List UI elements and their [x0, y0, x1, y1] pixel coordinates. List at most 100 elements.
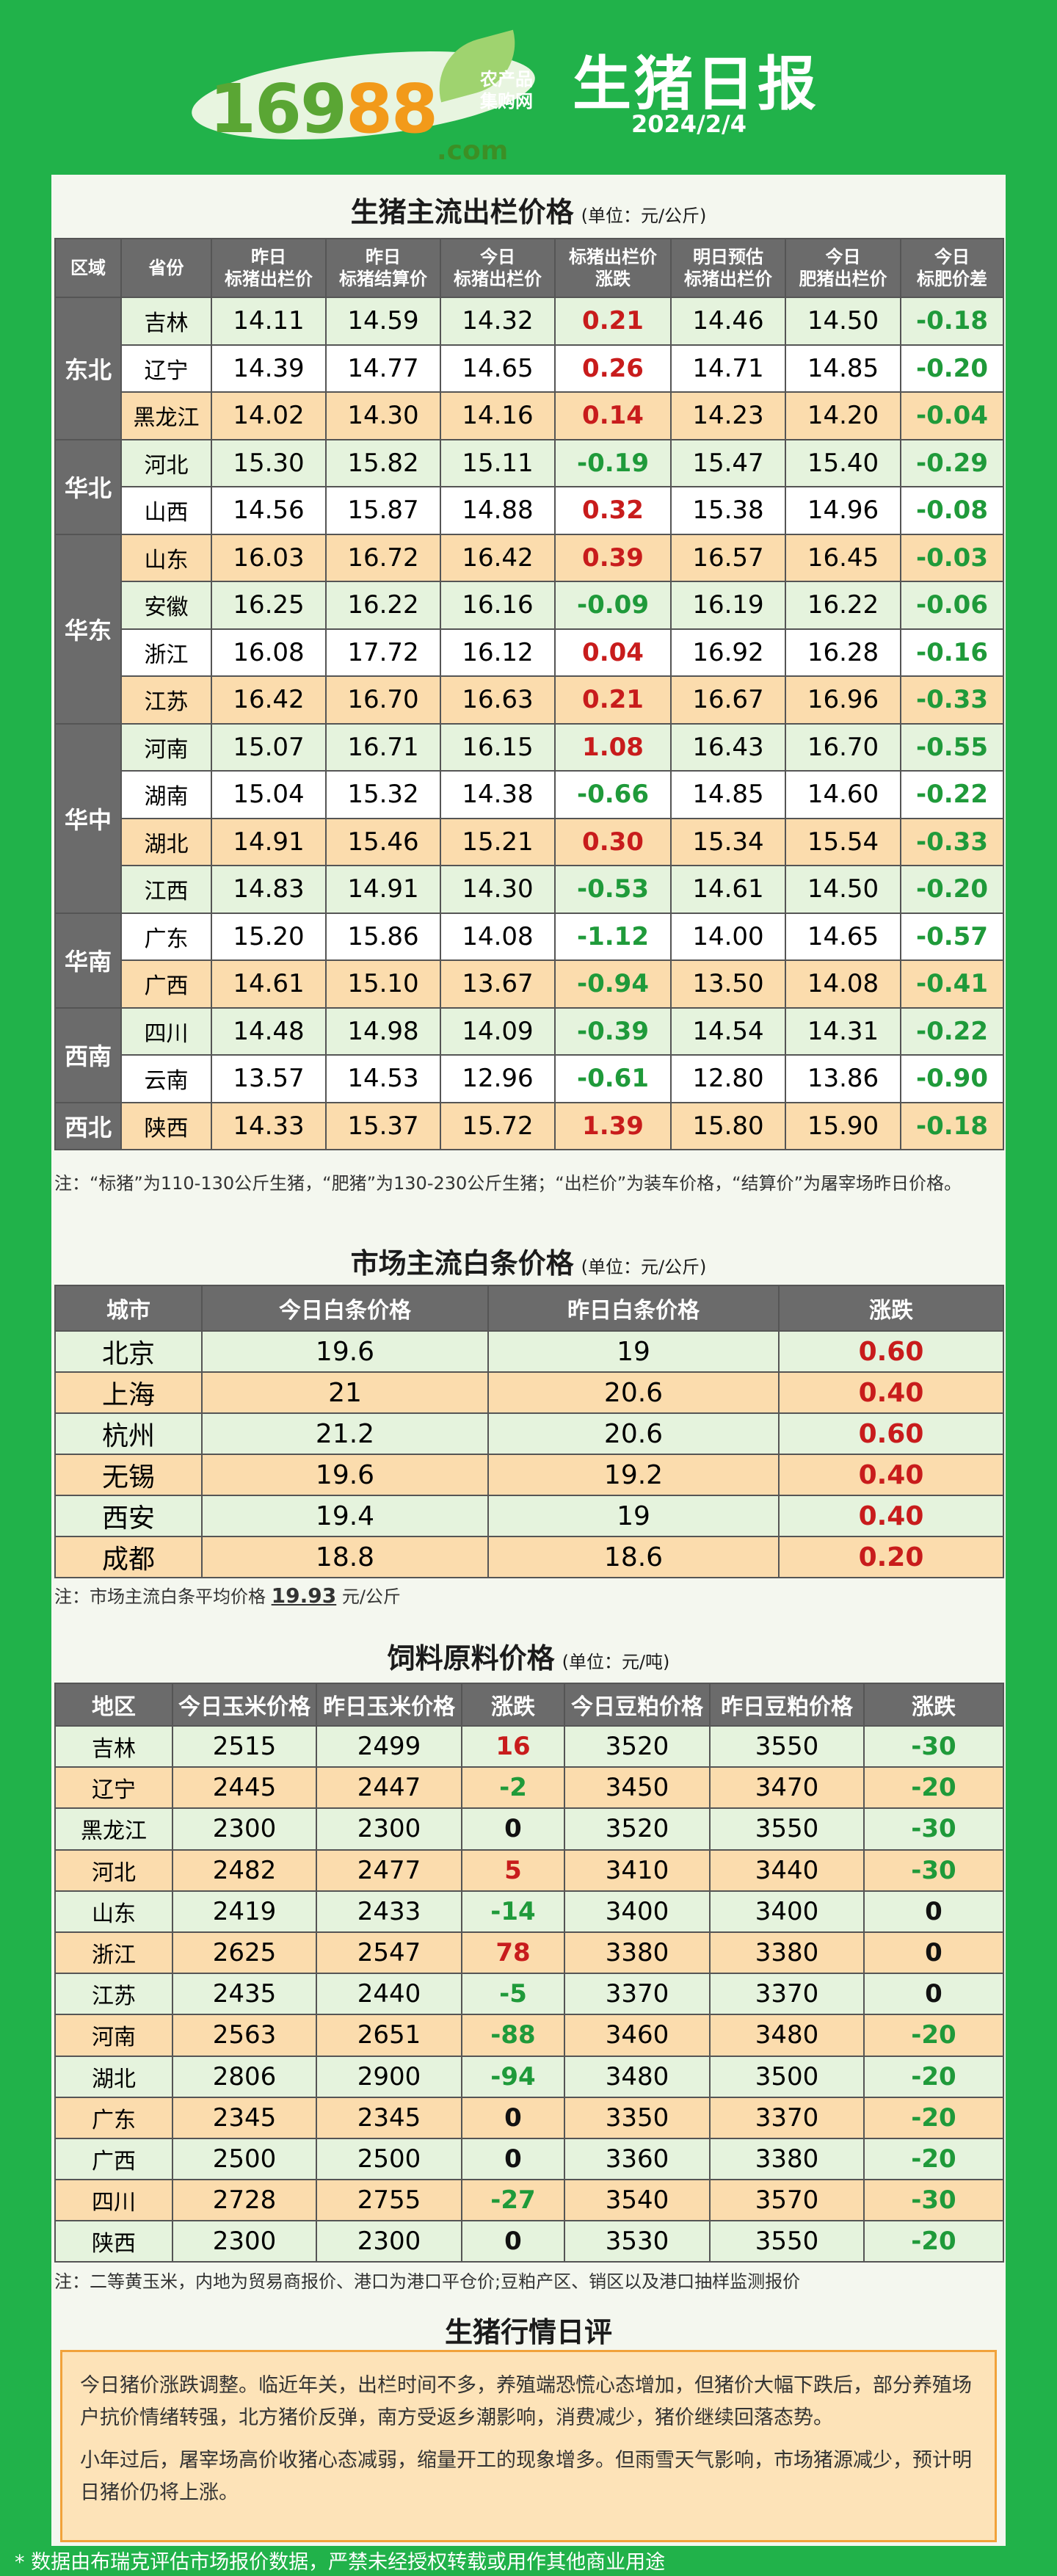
change-cell: -0.94	[554, 959, 672, 1009]
spread-cell: -0.22	[900, 770, 1004, 819]
change-cell: 1.08	[554, 722, 672, 772]
y-settle-cell: 16.70	[325, 675, 441, 725]
t-out-cell: 14.65	[440, 344, 556, 393]
soy-c-cell: -30	[863, 1848, 1004, 1892]
corn-y-cell: 2547	[316, 1931, 462, 1975]
spread-cell: -0.18	[900, 1101, 1004, 1150]
y-out-cell: 14.11	[211, 297, 327, 346]
tomorrow-cell: 16.57	[670, 533, 786, 582]
change-cell: -0.66	[554, 770, 672, 819]
today-cell: 19.6	[201, 1330, 489, 1373]
table-row: 上海 21 20.6 0.40	[54, 1371, 1004, 1414]
region-cell: 华南	[54, 912, 122, 1009]
corn-c-cell: 0	[461, 2220, 565, 2263]
table-row: 西南 四川 14.48 14.98 14.09 -0.39 14.54 14.31 -0.22	[54, 1006, 1004, 1103]
change-cell: -0.61	[554, 1054, 672, 1103]
soy-y-cell: 3550	[709, 1724, 865, 1768]
commentary-box: 今日猪价涨跌调整。临近年关，出栏时间不多，养殖端恐慌心态增加，但猪价大幅下跌后，…	[60, 2350, 997, 2542]
table-row: 山西 14.56 15.87 14.88 0.32 15.38 14.96 -0.08	[55, 486, 1004, 535]
column-header: 今日玉米价格	[172, 1683, 317, 1727]
footer-disclaimer: * 数据由布瑞克评估市场报价数据，严禁未经授权转载或用作其他商业用途	[15, 2551, 666, 2574]
area-cell: 河北	[54, 1848, 173, 1892]
y-out-cell: 16.08	[211, 628, 327, 677]
fat-cell: 14.20	[785, 391, 901, 440]
soy-c-cell: 0	[863, 1931, 1004, 1975]
t-out-cell: 15.72	[440, 1101, 556, 1150]
tomorrow-cell: 14.71	[670, 344, 786, 393]
city-cell: 上海	[54, 1371, 203, 1414]
table-row: 山东 2419 2433 -14 3400 3400 0	[54, 1890, 1004, 1933]
table-row: 四川 2728 2755 -27 3540 3570 -30	[54, 2179, 1004, 2222]
soy-y-cell: 3370	[709, 2096, 865, 2139]
fat-cell: 14.50	[785, 297, 901, 346]
corn-y-cell: 2433	[316, 1890, 462, 1933]
province-cell: 湖北	[120, 817, 212, 866]
column-header: 地区	[54, 1683, 173, 1727]
soy-t-cell: 3520	[564, 1724, 711, 1768]
table-row: 江苏 16.42 16.70 16.63 0.21 16.67 16.96 -0.33	[55, 675, 1004, 725]
soy-c-cell: -20	[863, 2096, 1004, 2139]
t-out-cell: 15.21	[440, 817, 556, 866]
province-cell: 黑龙江	[120, 391, 212, 440]
soy-c-cell: -20	[863, 1766, 1004, 1810]
corn-y-cell: 2755	[316, 2179, 462, 2222]
province-cell: 山东	[120, 533, 212, 582]
t-out-cell: 14.16	[440, 391, 556, 440]
y-out-cell: 14.33	[211, 1101, 327, 1150]
corn-c-cell: 78	[461, 1931, 565, 1975]
spread-cell: -0.57	[900, 912, 1004, 961]
area-cell: 山东	[54, 1890, 173, 1933]
province-cell: 河南	[120, 722, 212, 772]
corn-c-cell: -2	[461, 1766, 565, 1810]
province-cell: 辽宁	[120, 344, 212, 393]
y-settle-cell: 15.82	[325, 438, 441, 487]
province-cell: 浙江	[120, 628, 212, 677]
fat-cell: 14.65	[785, 912, 901, 961]
y-out-cell: 15.04	[211, 770, 327, 819]
section-hog-price-title: 生猪主流出栏价格 (单位：元/公斤)	[350, 196, 707, 228]
area-cell: 陕西	[54, 2220, 173, 2263]
yesterday-cell: 20.6	[487, 1371, 780, 1414]
change-cell: 0.32	[554, 486, 672, 535]
tomorrow-cell: 15.47	[670, 438, 786, 487]
area-cell: 黑龙江	[54, 1807, 173, 1851]
change-cell: -0.39	[554, 1006, 672, 1056]
column-header: 昨日 标猪结算价	[325, 238, 441, 298]
site-logo[interactable]: 16988 农产品集购网 .com	[187, 29, 540, 166]
y-out-cell: 14.56	[211, 486, 327, 535]
tomorrow-cell: 15.80	[670, 1101, 786, 1150]
corn-t-cell: 2482	[172, 1848, 317, 1892]
fat-cell: 15.54	[785, 817, 901, 866]
province-cell: 陕西	[120, 1101, 212, 1150]
province-cell: 云南	[120, 1054, 212, 1103]
t-out-cell: 13.67	[440, 959, 556, 1009]
corn-t-cell: 2300	[172, 1807, 317, 1851]
fat-cell: 14.31	[785, 1006, 901, 1056]
tomorrow-cell: 15.34	[670, 817, 786, 866]
t-out-cell: 14.30	[440, 865, 556, 914]
corn-y-cell: 2651	[316, 2014, 462, 2057]
fat-cell: 16.96	[785, 675, 901, 725]
table-row: 华中 河南 15.07 16.71 16.15 1.08 16.43 16.70 -0.55	[54, 722, 1004, 914]
column-header: 涨跌	[461, 1683, 565, 1727]
logo-domain: .com	[437, 136, 509, 166]
feed-price-table: 地区 今日玉米价格 昨日玉米价格 涨跌 今日豆粕价格 昨日豆粕价格 涨跌 吉林 2515 249…	[54, 1683, 1004, 2263]
t-out-cell: 14.88	[440, 486, 556, 535]
column-header: 明日预估 标猪出栏价	[670, 238, 786, 298]
soy-t-cell: 3360	[564, 2137, 711, 2181]
column-header: 涨跌	[778, 1285, 1004, 1332]
change-cell: 0.30	[554, 817, 672, 866]
t-out-cell: 14.38	[440, 770, 556, 819]
corn-y-cell: 2500	[316, 2137, 462, 2181]
fat-cell: 14.96	[785, 486, 901, 535]
yesterday-cell: 19	[487, 1330, 780, 1373]
tomorrow-cell: 15.38	[670, 486, 786, 535]
change-cell: 1.39	[554, 1101, 672, 1150]
column-header: 昨日豆粕价格	[709, 1683, 865, 1727]
report-title: 生猪日报	[573, 50, 819, 118]
column-header: 省份	[120, 238, 212, 298]
fat-cell: 15.40	[785, 438, 901, 487]
y-settle-cell: 14.30	[325, 391, 441, 440]
corn-y-cell: 2900	[316, 2055, 462, 2098]
change-cell: -0.09	[554, 581, 672, 630]
